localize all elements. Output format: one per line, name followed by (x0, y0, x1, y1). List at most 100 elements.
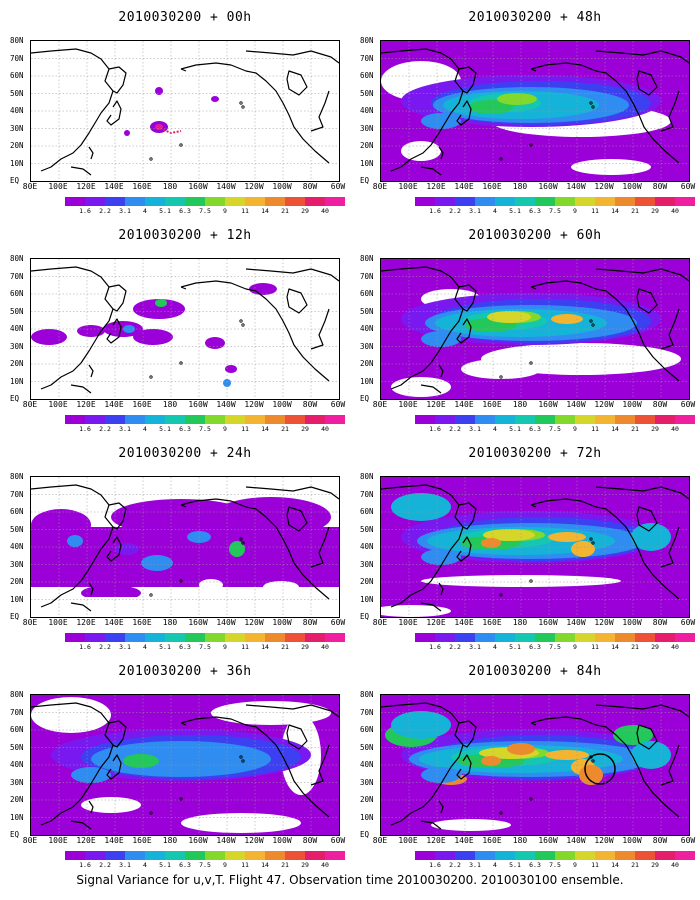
longitude-label: 140E (454, 618, 474, 627)
colorbar-swatch (595, 415, 615, 424)
gridlines (381, 695, 689, 835)
colorbar-label: 2.2 (99, 643, 111, 651)
forecast-panel: 2010030200 + 72h 80N 70N 60N 50N 40N 30N 20N 10N… (360, 436, 700, 656)
map-svg (381, 259, 689, 399)
map-svg (31, 695, 339, 835)
colorbar-label: 6.3 (179, 643, 191, 651)
colorbar-label: 1.6 (429, 207, 441, 215)
colorbar-swatch (225, 197, 245, 206)
longitude-label: 160W (538, 400, 558, 409)
coastlines (31, 48, 339, 176)
latitude-label: 20N (360, 359, 374, 368)
colorbar-swatch (575, 851, 595, 860)
longitude-label: 140E (454, 182, 474, 191)
latitude-label: 20N (360, 577, 374, 586)
colorbar-label: 40 (321, 643, 329, 651)
colorbar-swatch (305, 415, 325, 424)
colorbar-swatch (185, 197, 205, 206)
colorbar-swatch (325, 415, 345, 424)
longitude-label: 160E (132, 618, 152, 627)
longitude-label: 80E (372, 836, 388, 845)
longitude-label: 120E (76, 836, 96, 845)
longitude-label: 160E (482, 400, 502, 409)
colorbar-swatch (265, 197, 285, 206)
variance-field (381, 41, 689, 181)
latitude-label: 70N (10, 489, 24, 499)
colorbar-swatch (575, 415, 595, 424)
colorbar-swatch (595, 851, 615, 860)
colorbar-label: 40 (671, 425, 679, 433)
latitude-label: 30N (10, 341, 24, 351)
colorbar-label: 4 (493, 643, 497, 651)
panel-title: 2010030200 + 36h (118, 664, 252, 679)
variance-field (124, 87, 219, 136)
colorbar-swatch (595, 633, 615, 642)
latitude-label: 50N (10, 524, 24, 534)
colorbar-label: 14 (611, 861, 619, 869)
longitude-label: 180 (162, 400, 178, 409)
longitude-label: 60W (680, 400, 696, 409)
colorbar-label: 5.1 (159, 425, 171, 433)
colorbar-label: 14 (611, 207, 619, 215)
colorbar-swatch (615, 851, 635, 860)
latitude-axis: 80N 70N 60N 50N 40N 30N 20N 10N EQ (10, 36, 30, 186)
colorbar-swatch (675, 197, 695, 206)
colorbar-label: 9 (223, 207, 227, 215)
colorbar-label: 5.1 (509, 643, 521, 651)
colorbar-label: 21 (281, 861, 289, 869)
colorbar-label: 11 (591, 861, 599, 869)
colorbar-label: 40 (321, 861, 329, 869)
colorbar-swatch (455, 851, 475, 860)
latitude-label: 10N (10, 376, 24, 386)
latitude-label: 50N (360, 524, 374, 534)
longitude-label: 60W (680, 618, 696, 627)
longitude-label: 60W (680, 836, 696, 845)
latitude-label: 50N (10, 306, 24, 316)
longitude-label: 100E (398, 618, 418, 627)
colorbar-label: 6.3 (529, 207, 541, 215)
longitude-label: 100W (272, 182, 292, 191)
colorbar-swatch (515, 415, 535, 424)
colorbar-label: 7.5 (549, 861, 561, 869)
colorbar-label: 7.5 (199, 861, 211, 869)
colorbar-label: 21 (631, 643, 639, 651)
colorbar-swatch (245, 851, 265, 860)
longitude-label: 140W (566, 182, 586, 191)
longitude-label: 120W (244, 182, 264, 191)
longitude-label: 140W (566, 618, 586, 627)
colorbar (65, 197, 345, 206)
colorbar-labels: 1.6 2.2 3.1 4 5.1 6.3 7.5 9 11 14 21 29 40 (65, 425, 345, 434)
colorbar-swatch (205, 851, 225, 860)
colorbar-label: 4 (143, 861, 147, 869)
colorbar-label: 1.6 (79, 861, 91, 869)
latitude-label: 10N (360, 812, 374, 822)
longitude-label: 140W (566, 400, 586, 409)
longitude-label: 80W (302, 182, 318, 191)
longitude-label: 100E (398, 836, 418, 845)
latitude-label: 80N (10, 36, 24, 45)
latitude-label: 20N (10, 795, 24, 804)
colorbar-swatch (455, 633, 475, 642)
highlight-circle (584, 753, 616, 785)
latitude-label: 30N (360, 341, 374, 351)
colorbar-swatch (575, 633, 595, 642)
longitude-label: 120W (594, 618, 614, 627)
latitude-label: 80N (360, 690, 374, 699)
colorbar-label: 6.3 (179, 207, 191, 215)
colorbar-swatch (415, 197, 435, 206)
colorbar-swatch (125, 633, 145, 642)
colorbar-label: 40 (321, 207, 329, 215)
longitude-label: 60W (330, 400, 346, 409)
longitude-label: 100W (622, 618, 642, 627)
longitude-axis: 80E 100E 120E 140E 160E 180 160W 140W 120W 100W 80… (18, 182, 358, 192)
colorbar-label: 3.1 (119, 643, 131, 651)
colorbar-swatch (285, 633, 305, 642)
colorbar-label: 11 (241, 207, 249, 215)
colorbar-swatch (325, 633, 345, 642)
colorbar-swatch (535, 851, 555, 860)
colorbar-swatch (455, 197, 475, 206)
colorbar-swatch (415, 851, 435, 860)
longitude-label: 100W (272, 618, 292, 627)
colorbar-swatch (285, 415, 305, 424)
latitude-label: 30N (360, 777, 374, 787)
